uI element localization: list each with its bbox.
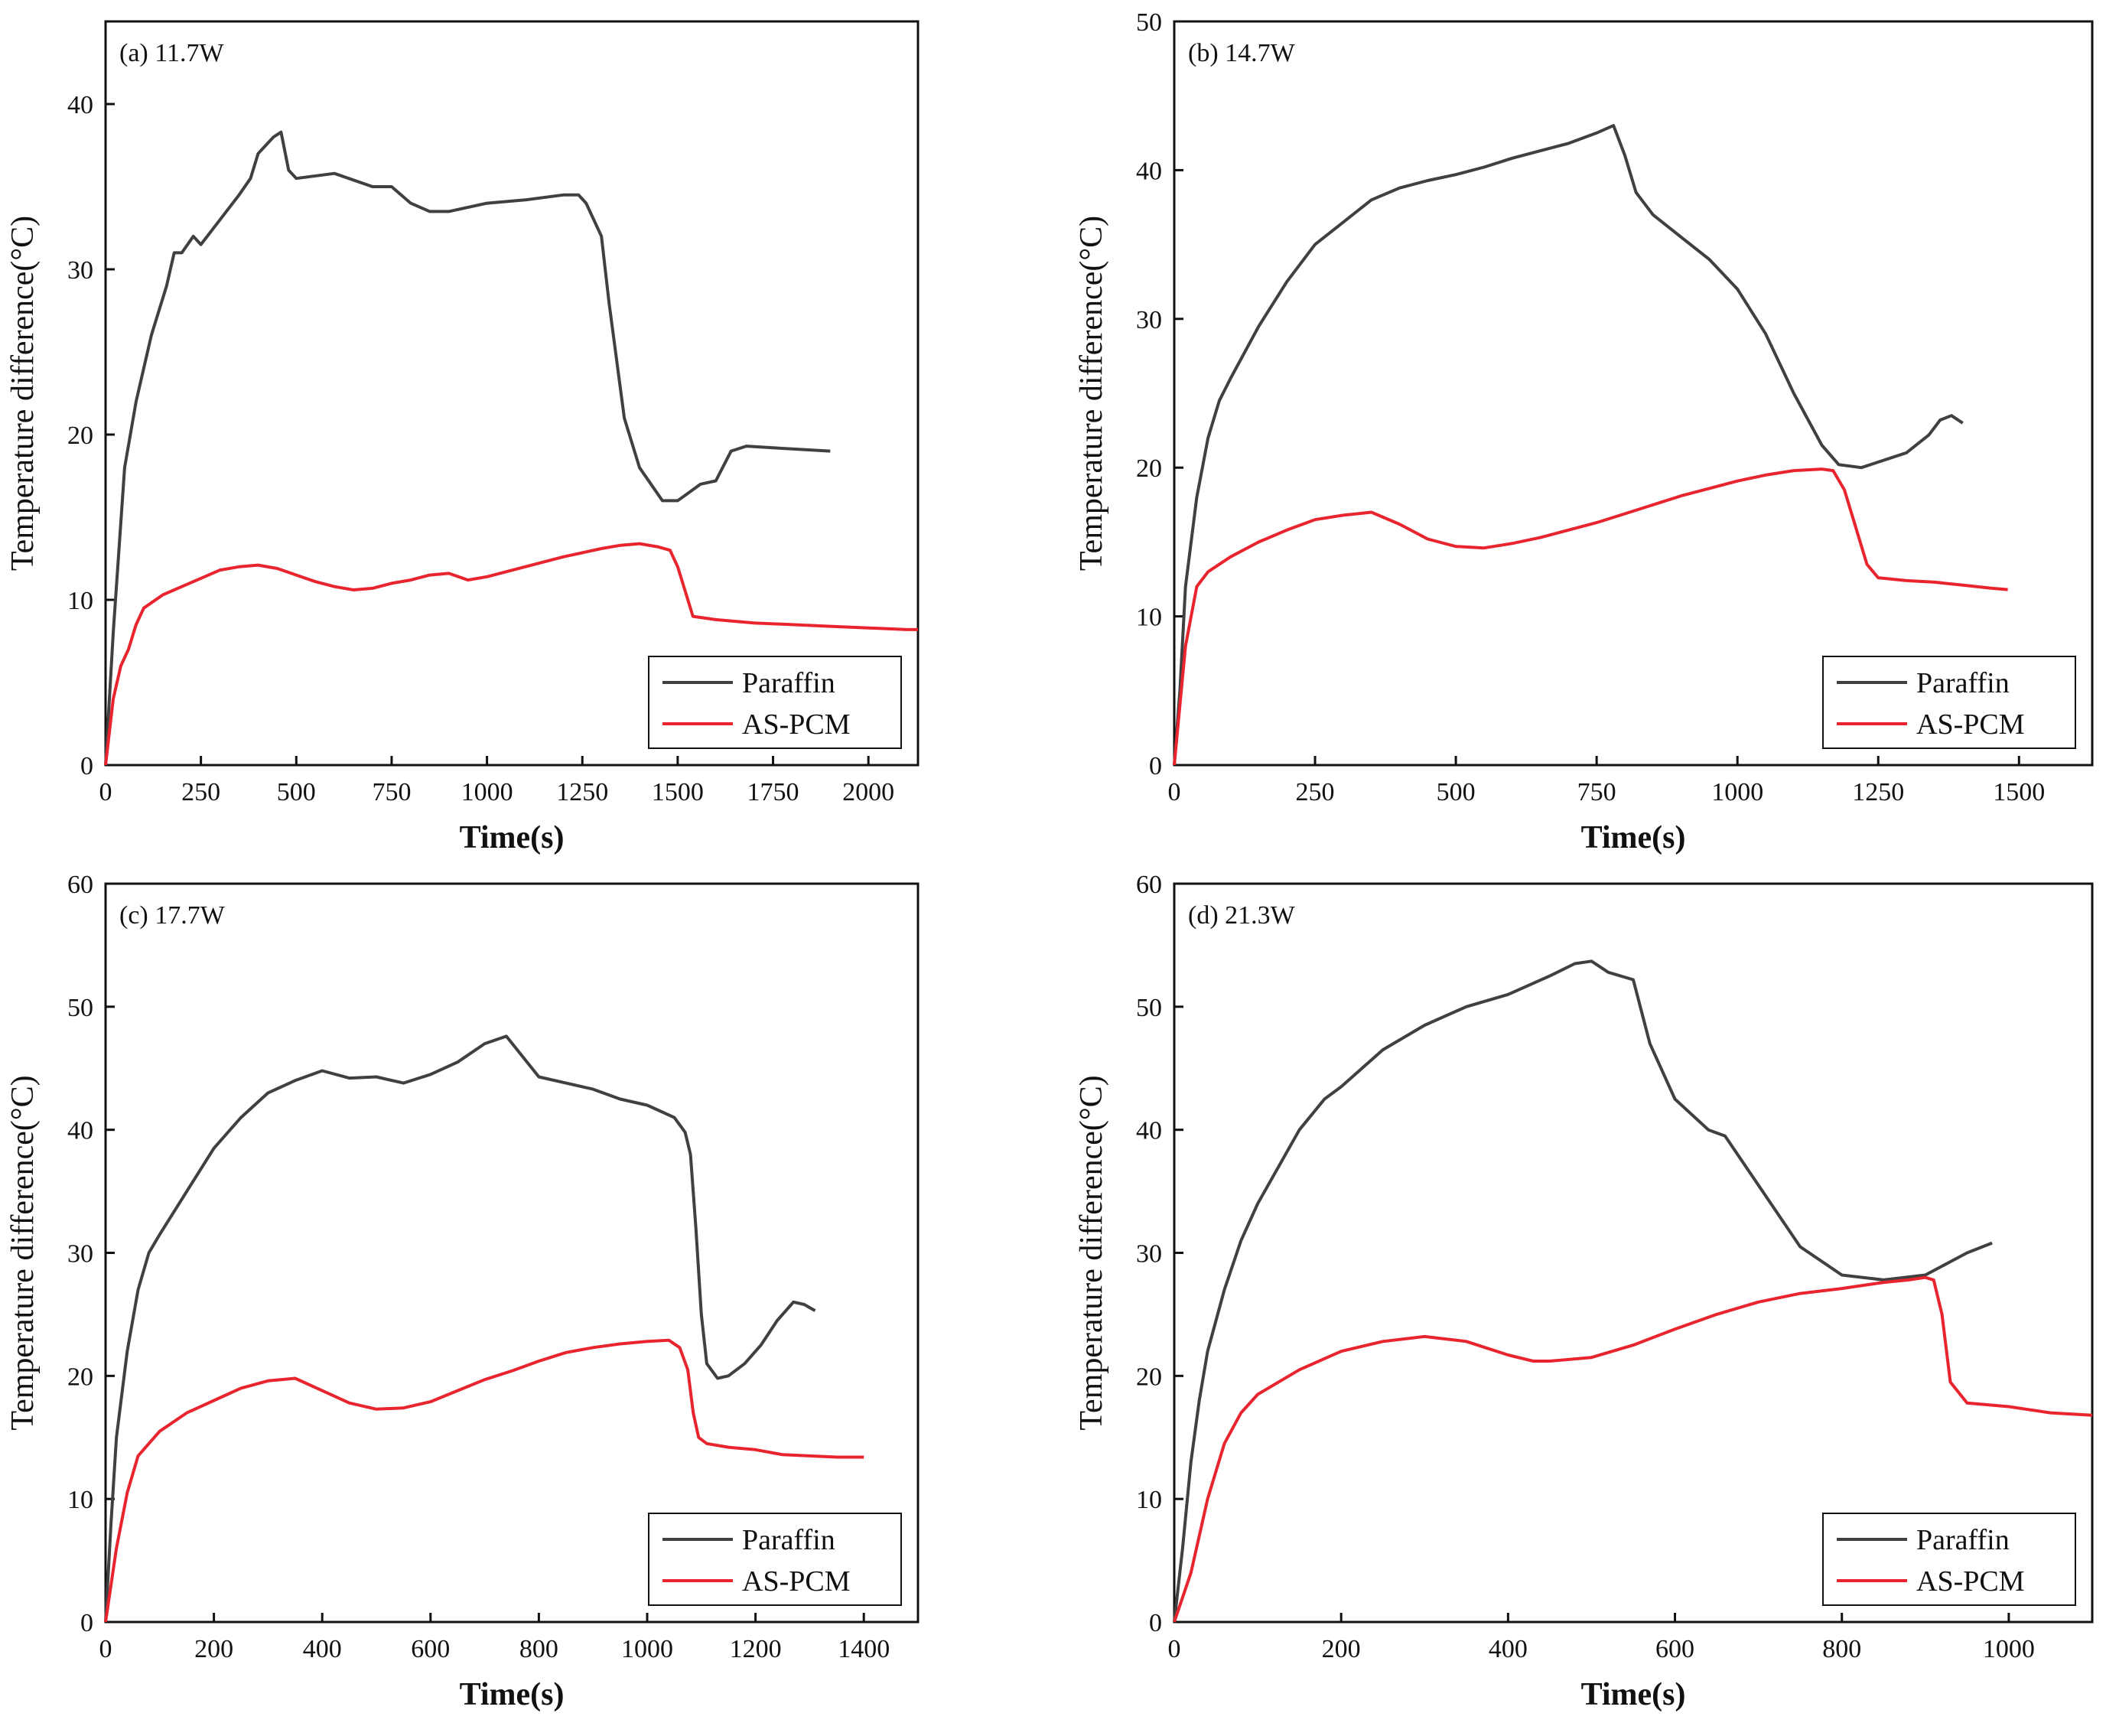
- chart-a: 0 250 500 750 1000 1250 1500 1750 2000 0 10 20 30 40 T…: [5, 20, 920, 855]
- y-axis-label: Temperature difference(°C): [1074, 216, 1109, 571]
- y-tick-label: 10: [1136, 604, 1162, 632]
- legend-label: AS-PCM: [1916, 708, 2025, 741]
- x-tick-label: 1750: [747, 778, 799, 806]
- x-tick-label: 600: [411, 1635, 450, 1663]
- x-tick-label: 1200: [730, 1635, 782, 1663]
- series-line-as-pcm: [1173, 467, 2008, 766]
- x-tick-label: 1250: [1852, 778, 1904, 806]
- legend-label: Paraffin: [1916, 1524, 2010, 1556]
- y-tick-label: 10: [67, 1486, 93, 1514]
- y-tick-label: 60: [67, 871, 93, 899]
- series-line-paraffin: [1173, 124, 1964, 766]
- series-line-as-pcm: [1173, 1275, 2093, 1623]
- x-axis-label: Time(s): [460, 1677, 565, 1712]
- y-tick-label: 20: [67, 422, 93, 450]
- y-tick-label: 0: [1149, 1609, 1162, 1637]
- x-tick-label: 250: [1296, 778, 1335, 806]
- x-tick-label: 2000: [842, 778, 894, 806]
- y-tick-label: 50: [1136, 994, 1162, 1022]
- x-tick-label: 1000: [461, 778, 513, 806]
- y-tick-label: 10: [1136, 1486, 1162, 1514]
- y-tick-label: 30: [1136, 306, 1162, 334]
- y-tick-label: 20: [1136, 454, 1162, 483]
- panel-label: (b) 14.7W: [1188, 39, 1296, 67]
- legend-box: [648, 1513, 902, 1606]
- x-tick-label: 0: [1168, 1635, 1181, 1663]
- y-tick-label: 40: [67, 91, 93, 119]
- series-line-paraffin: [1173, 959, 1993, 1623]
- y-axis-label: Temperature difference(°C): [1074, 1075, 1109, 1430]
- x-tick-label: 500: [277, 778, 316, 806]
- legend-label: AS-PCM: [742, 1565, 851, 1598]
- legend-label: Paraffin: [742, 1524, 835, 1556]
- y-tick-label: 50: [67, 994, 93, 1022]
- chart-d: 0 200 400 600 800 1000 0 10 20 30 40 50 60 Time(s) Tem…: [1074, 871, 2094, 1712]
- x-tick-label: 750: [372, 778, 411, 806]
- y-tick-label: 20: [67, 1363, 93, 1391]
- legend-box: [1822, 1513, 2076, 1606]
- legend-box: [648, 656, 902, 749]
- x-tick-label: 400: [303, 1635, 342, 1663]
- x-tick-label: 500: [1437, 778, 1476, 806]
- x-tick-label: 0: [99, 1635, 112, 1663]
- series-line-as-pcm: [104, 1338, 864, 1623]
- y-tick-label: 30: [1136, 1240, 1162, 1269]
- plot-frame: [1173, 20, 2094, 767]
- x-axis-label: Time(s): [1581, 1677, 1686, 1712]
- legend-label: AS-PCM: [742, 708, 851, 741]
- y-axis-label: Temperature difference(°C): [5, 216, 41, 571]
- y-tick-label: 10: [67, 587, 93, 615]
- x-tick-label: 0: [99, 778, 112, 806]
- y-tick-label: 40: [67, 1117, 93, 1145]
- x-tick-label: 1000: [1983, 1635, 2035, 1663]
- x-tick-label: 800: [1822, 1635, 1861, 1663]
- x-tick-label: 200: [1322, 1635, 1361, 1663]
- y-tick-label: 0: [80, 1609, 93, 1637]
- x-axis-label: Time(s): [1581, 820, 1686, 855]
- x-tick-label: 200: [194, 1635, 233, 1663]
- y-tick-label: 40: [1136, 1117, 1162, 1145]
- y-tick-label: 0: [80, 752, 93, 780]
- x-tick-label: 800: [519, 1635, 558, 1663]
- x-tick-label: 400: [1489, 1635, 1528, 1663]
- legend-label: AS-PCM: [1916, 1565, 2025, 1598]
- x-tick-label: 600: [1655, 1635, 1694, 1663]
- plot-frame: [104, 20, 920, 767]
- y-tick-label: 60: [1136, 871, 1162, 899]
- x-tick-label: 1250: [556, 778, 608, 806]
- y-tick-label: 0: [1149, 752, 1162, 780]
- x-tick-label: 750: [1577, 778, 1616, 806]
- x-axis-label: Time(s): [460, 820, 565, 855]
- chart-c: 0 200 400 600 800 1000 1200 1400 0 10 20 30 40 50 60 Ti…: [5, 871, 920, 1712]
- x-tick-label: 0: [1168, 778, 1181, 806]
- chart-b: 0 250 500 750 1000 1250 1500 0 10 20 30 40 50 Time(s)…: [1074, 8, 2094, 855]
- x-tick-label: 1500: [652, 778, 704, 806]
- x-tick-label: 1000: [621, 1635, 673, 1663]
- legend-label: Paraffin: [1916, 667, 2010, 699]
- y-tick-label: 30: [67, 256, 93, 285]
- series-line-as-pcm: [104, 542, 918, 766]
- series-line-paraffin: [104, 130, 831, 766]
- panel-label: (a) 11.7W: [119, 39, 224, 67]
- y-tick-label: 40: [1136, 157, 1162, 185]
- x-tick-label: 1400: [838, 1635, 890, 1663]
- legend-label: Paraffin: [742, 667, 835, 699]
- panel-label: (c) 17.7W: [119, 901, 226, 930]
- y-tick-label: 20: [1136, 1363, 1162, 1391]
- x-tick-label: 250: [181, 778, 220, 806]
- x-tick-label: 1000: [1711, 778, 1763, 806]
- legend-box: [1822, 656, 2076, 749]
- y-tick-label: 50: [1136, 8, 1162, 37]
- y-axis-label: Temperature difference(°C): [5, 1075, 41, 1430]
- series-line-paraffin: [104, 1034, 816, 1623]
- x-tick-label: 1500: [1993, 778, 2045, 806]
- panel-label: (d) 21.3W: [1188, 901, 1296, 930]
- y-tick-label: 30: [67, 1240, 93, 1269]
